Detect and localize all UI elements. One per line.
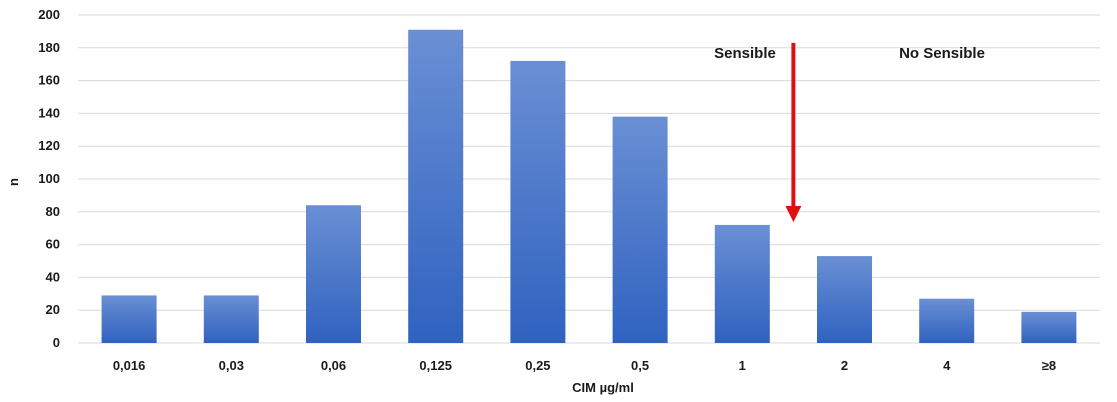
bar (101, 295, 157, 343)
y-tick-label: 140 (38, 105, 60, 120)
x-tick-label: 0,03 (219, 358, 244, 373)
sensible-label: Sensible (714, 45, 776, 62)
y-tick-label: 120 (38, 138, 60, 153)
y-tick-label: 200 (38, 7, 60, 22)
y-tick-label: 20 (46, 302, 60, 317)
bar (817, 256, 872, 343)
bar (714, 224, 770, 343)
y-tick-label: 80 (46, 204, 60, 219)
x-tick-labels: 0,016 0,03 0,06 0,125 0,25 0,5 1 2 4 ≥8 (113, 358, 1056, 373)
bar (306, 205, 361, 343)
x-tick-label: ≥8 (1042, 358, 1056, 373)
bars (101, 29, 1077, 344)
gridlines (78, 14, 1100, 344)
x-tick-label: 0,5 (631, 358, 649, 373)
breakpoint-arrow (785, 42, 802, 222)
bar (408, 29, 464, 343)
x-tick-label: 0,06 (321, 358, 346, 373)
y-tick-label: 0 (53, 335, 60, 350)
y-tick-label: 60 (46, 237, 60, 252)
bar (1021, 311, 1077, 343)
x-tick-label: 4 (943, 358, 951, 373)
x-tick-label: 0,25 (525, 358, 550, 373)
bar (203, 295, 259, 343)
bar (919, 298, 975, 343)
y-tick-label: 160 (38, 73, 60, 88)
bar (612, 116, 668, 344)
y-tick-label: 40 (46, 269, 60, 284)
no-sensible-label: No Sensible (899, 45, 985, 62)
y-axis-title: n (6, 178, 21, 186)
x-axis-title: CIM µg/ml (572, 380, 634, 395)
y-tick-labels: 0 20 40 60 80 100 120 140 160 180 200 (38, 7, 60, 350)
x-tick-label: 1 (739, 358, 746, 373)
arrow-head (785, 206, 802, 222)
x-tick-label: 2 (841, 358, 848, 373)
y-tick-label: 180 (38, 40, 60, 55)
x-tick-label: 0,125 (419, 358, 452, 373)
bar (510, 60, 566, 344)
y-tick-label: 100 (38, 171, 60, 186)
x-tick-label: 0,016 (113, 358, 146, 373)
